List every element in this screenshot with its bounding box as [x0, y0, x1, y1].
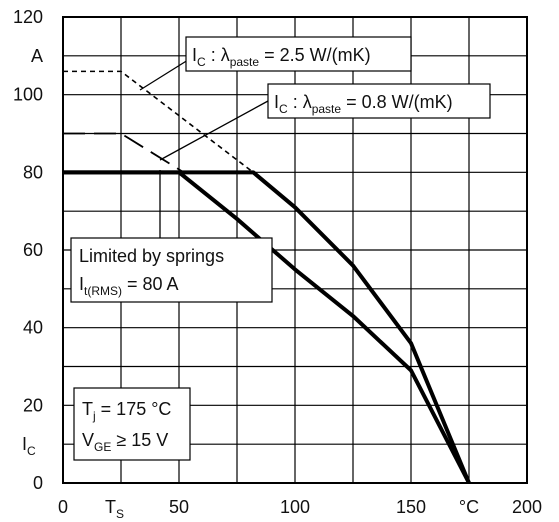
- series-line-1: [63, 170, 471, 484]
- annotation-springs-line2: It(RMS) = 80 A: [79, 274, 179, 298]
- y-axis-unit: A: [31, 46, 43, 66]
- annotation-text-paste-0-8: IC : λpaste = 0.8 W/(mK): [274, 92, 453, 116]
- y-tick-label: 60: [23, 240, 43, 260]
- annotation-paste-0-8: IC : λpaste = 0.8 W/(mK): [159, 83, 491, 161]
- y-tick-label: 80: [23, 162, 43, 182]
- tick-labels: 0 20 40 60 80 100 120 0 50 100 150 200: [13, 7, 542, 517]
- y-tick-label: 40: [23, 318, 43, 338]
- series-line-4: [63, 132, 185, 174]
- plot-frame: [62, 16, 528, 484]
- annotation-text-paste-2-5: IC : λpaste = 2.5 W/(mK): [192, 45, 371, 69]
- x-tick-label: 200: [512, 497, 542, 517]
- y-axis-symbol: IC: [22, 434, 36, 458]
- leader-line-paste-0-8: [159, 100, 269, 161]
- annotation-springs-line1: Limited by springs: [79, 246, 224, 266]
- x-tick-label: 50: [169, 497, 189, 517]
- y-tick-label: 120: [13, 7, 43, 27]
- y-tick-label: 20: [23, 395, 43, 415]
- x-axis-symbol: TS: [105, 497, 124, 521]
- series-line-2: [63, 170, 471, 484]
- annotation-box-springs: [70, 237, 273, 303]
- annotation-box-conditions: [73, 387, 191, 461]
- y-tick-label: 0: [33, 473, 43, 493]
- x-tick-label: 150: [396, 497, 426, 517]
- annotation-conditions-line2: VGE ≥ 15 V: [82, 430, 168, 454]
- series-group: [63, 70, 471, 484]
- x-tick-label: 0: [58, 497, 68, 517]
- x-tick-label: 100: [280, 497, 310, 517]
- annotation-springs: Limited by springs It(RMS) = 80 A: [70, 170, 273, 303]
- annotation-box-paste-2-5: [185, 36, 412, 72]
- x-axis-unit: °C: [459, 497, 479, 517]
- annotation-conditions: Tj = 175 °C VGE ≥ 15 V: [73, 387, 191, 461]
- annotation-paste-2-5: IC : λpaste = 2.5 W/(mK): [139, 36, 412, 91]
- annotation-box-paste-0-8: [267, 83, 491, 119]
- annotation-conditions-line1: Tj = 175 °C: [82, 399, 171, 423]
- y-tick-label: 100: [13, 85, 43, 105]
- series-line-3: [63, 70, 254, 173]
